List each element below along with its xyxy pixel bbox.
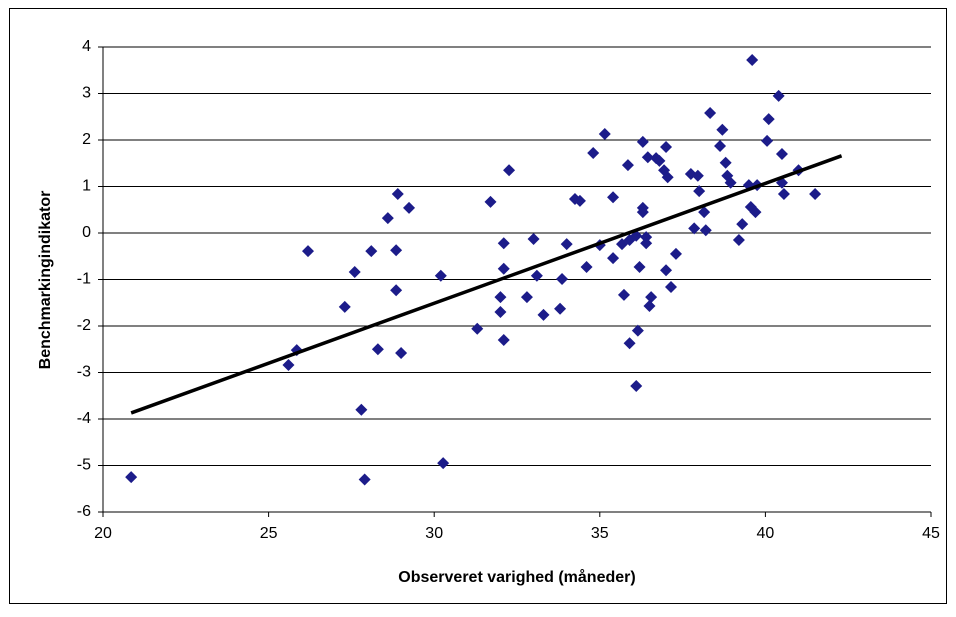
- data-point: [724, 176, 737, 189]
- data-point: [762, 113, 775, 126]
- data-point: [607, 252, 620, 265]
- y-tick-label: -1: [77, 271, 91, 288]
- data-point: [643, 300, 656, 313]
- data-point: [598, 127, 611, 140]
- y-tick-label: -5: [77, 457, 91, 474]
- data-point: [772, 89, 785, 102]
- data-point: [665, 280, 678, 293]
- data-point: [746, 54, 759, 67]
- data-point: [497, 262, 510, 275]
- data-point: [503, 164, 516, 177]
- data-point: [749, 206, 762, 219]
- data-point: [537, 308, 550, 321]
- data-point: [653, 154, 666, 167]
- data-point: [520, 291, 533, 304]
- data-point: [641, 151, 654, 164]
- data-point: [660, 140, 673, 153]
- y-tick-label: 2: [82, 131, 91, 148]
- x-tick-label: 40: [757, 525, 775, 542]
- data-point: [573, 194, 586, 207]
- y-tick-label: -4: [77, 410, 91, 427]
- chart-frame: [9, 8, 947, 604]
- data-point: [527, 233, 540, 246]
- data-point: [714, 140, 727, 153]
- x-tick-label: 20: [94, 525, 112, 542]
- data-point: [633, 260, 646, 273]
- x-tick-label: 35: [591, 525, 609, 542]
- x-axis-title: Observeret varighed (måneder): [398, 568, 635, 586]
- data-point: [494, 306, 507, 319]
- data-point: [809, 187, 822, 200]
- data-point: [365, 245, 378, 258]
- y-tick-label: 0: [82, 224, 91, 241]
- y-tick-label: -2: [77, 317, 91, 334]
- data-point: [698, 206, 711, 219]
- data-point: [704, 107, 717, 120]
- data-point: [693, 185, 706, 198]
- data-point: [631, 324, 644, 337]
- data-point: [560, 238, 573, 251]
- data-point: [497, 333, 510, 346]
- data-point: [621, 159, 634, 172]
- y-tick-label: 4: [82, 38, 91, 55]
- y-tick-label: -3: [77, 364, 91, 381]
- y-tick-label: 1: [82, 178, 91, 195]
- data-point: [494, 291, 507, 304]
- data-point: [777, 187, 790, 200]
- data-point: [660, 264, 673, 277]
- data-point: [530, 269, 543, 282]
- y-axis-title: Benchmarkingindikator: [37, 191, 54, 370]
- data-point: [497, 237, 510, 250]
- y-tick-label: -6: [77, 503, 91, 520]
- x-tick-label: 45: [922, 525, 940, 542]
- data-point: [371, 343, 384, 356]
- data-point: [669, 247, 682, 260]
- data-point: [403, 201, 416, 214]
- data-point: [587, 147, 600, 160]
- data-point: [775, 147, 788, 160]
- trend-line: [130, 154, 843, 415]
- data-point: [556, 273, 569, 286]
- data-point: [630, 379, 643, 392]
- data-point: [395, 346, 408, 359]
- data-point: [554, 302, 567, 315]
- data-point: [761, 134, 774, 147]
- y-tick-label: 3: [82, 85, 91, 102]
- data-point: [580, 260, 593, 273]
- data-point: [640, 237, 653, 250]
- data-point: [390, 284, 403, 297]
- data-point: [661, 171, 674, 184]
- data-point: [302, 245, 315, 258]
- data-point: [390, 244, 403, 257]
- data-point: [636, 135, 649, 148]
- data-point: [688, 222, 701, 235]
- data-point: [623, 337, 636, 350]
- data-point: [125, 471, 138, 484]
- data-point: [391, 187, 404, 200]
- data-point: [617, 288, 630, 301]
- data-point: [719, 156, 732, 169]
- data-point: [471, 322, 484, 335]
- data-point: [484, 195, 497, 208]
- data-point: [355, 403, 368, 416]
- data-point: [607, 191, 620, 204]
- data-point: [338, 300, 351, 313]
- data-point: [282, 359, 295, 372]
- data-point: [691, 169, 704, 182]
- data-point: [437, 457, 450, 470]
- data-point: [348, 266, 361, 279]
- data-point: [358, 473, 371, 486]
- data-point: [645, 291, 658, 304]
- data-point: [699, 224, 712, 237]
- data-point: [636, 201, 649, 214]
- data-point: [640, 231, 653, 244]
- data-point: [381, 212, 394, 225]
- data-point: [434, 269, 447, 282]
- data-point: [716, 123, 729, 136]
- x-tick-label: 25: [260, 525, 278, 542]
- x-tick-label: 30: [425, 525, 443, 542]
- data-point: [736, 218, 749, 231]
- data-point: [732, 233, 745, 246]
